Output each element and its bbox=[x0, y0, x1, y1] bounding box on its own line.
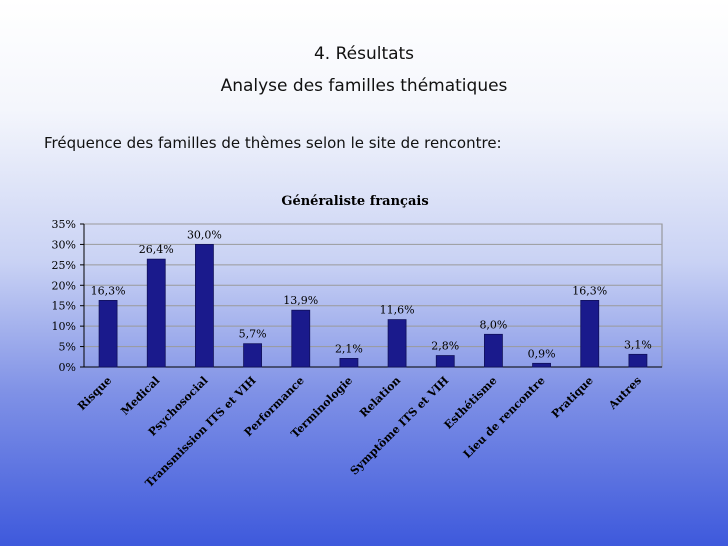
bar bbox=[532, 362, 551, 368]
bar bbox=[435, 355, 455, 368]
category-label: Risque bbox=[75, 374, 114, 413]
category-label: Symptôme ITS et VIH bbox=[348, 374, 452, 478]
slide-subtitle: Fréquence des familles de thèmes selon l… bbox=[44, 134, 502, 152]
bar bbox=[339, 358, 359, 368]
data-label: 0,9% bbox=[528, 347, 556, 360]
y-tick-label: 20% bbox=[52, 279, 76, 292]
bar bbox=[291, 309, 311, 368]
slide-title-line2: Analyse des familles thématiques bbox=[220, 76, 508, 96]
bar bbox=[243, 343, 262, 368]
bar bbox=[146, 258, 166, 368]
data-label: 11,6% bbox=[380, 304, 415, 317]
slide-title-line1: 4. Résultats bbox=[313, 44, 415, 64]
category-label: Relation bbox=[357, 374, 403, 420]
category-label: Autres bbox=[605, 374, 644, 413]
data-label: 13,9% bbox=[283, 294, 318, 307]
data-label: 2,8% bbox=[431, 340, 459, 353]
bar bbox=[484, 333, 503, 368]
bar bbox=[628, 353, 648, 368]
y-tick-label: 5% bbox=[59, 341, 76, 354]
data-label: 5,7% bbox=[239, 328, 267, 341]
data-label: 16,3% bbox=[572, 284, 607, 297]
data-label: 2,1% bbox=[335, 342, 363, 355]
data-label: 30,0% bbox=[187, 228, 222, 241]
y-tick-label: 35% bbox=[52, 218, 76, 231]
category-label: Pratique bbox=[549, 374, 596, 421]
data-label: 8,0% bbox=[479, 318, 507, 331]
y-tick-label: 0% bbox=[59, 361, 76, 374]
category-label: Lieu de rencontre bbox=[461, 374, 548, 461]
y-tick-label: 25% bbox=[52, 259, 76, 272]
bar bbox=[195, 244, 214, 368]
data-label: 3,1% bbox=[624, 338, 652, 351]
data-label: 26,4% bbox=[139, 243, 174, 256]
category-label: Medical bbox=[118, 374, 162, 418]
data-label: 16,3% bbox=[91, 284, 126, 297]
bar bbox=[387, 319, 407, 368]
y-tick-label: 15% bbox=[52, 300, 76, 313]
y-tick-label: 10% bbox=[52, 320, 76, 333]
bar bbox=[580, 300, 600, 368]
chart-title: Généraliste français bbox=[281, 194, 428, 209]
y-tick-label: 30% bbox=[52, 238, 76, 251]
bar bbox=[98, 300, 118, 368]
